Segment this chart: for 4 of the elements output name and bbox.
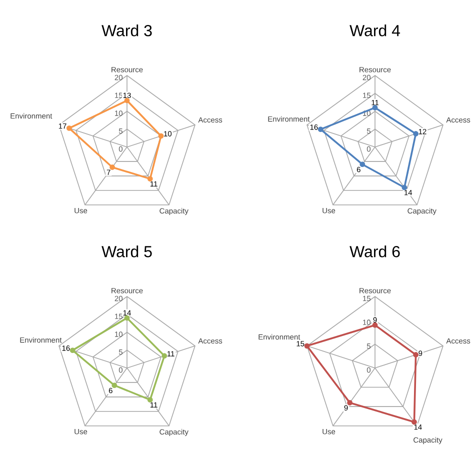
chart-title: Ward 5 [102,246,152,258]
chart-title: Ward 3 [102,24,152,36]
chart-title: Ward 4 [350,24,400,36]
chart-title: Ward 6 [350,246,400,258]
